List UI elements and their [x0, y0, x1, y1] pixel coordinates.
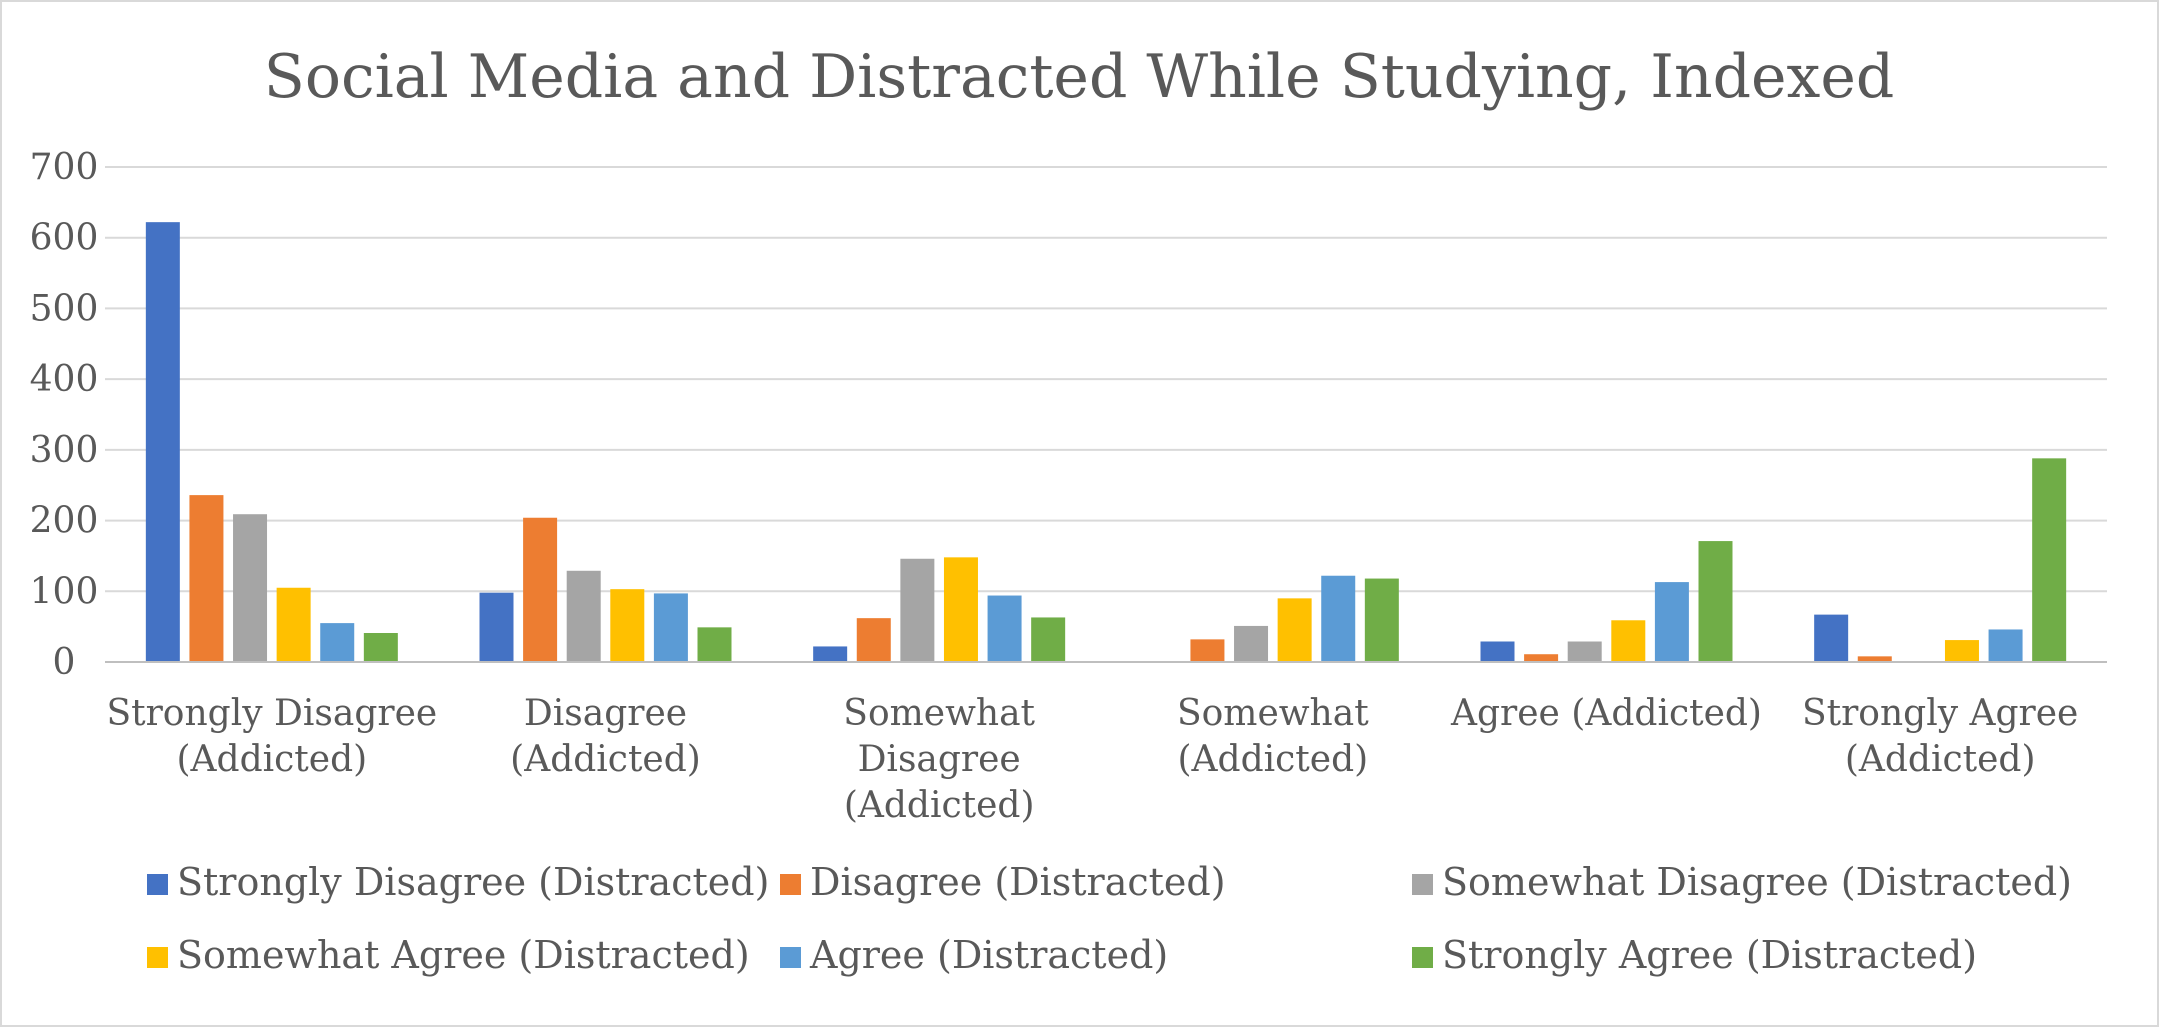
bar-series-1-cat-1 — [523, 518, 557, 662]
bar-series-2-cat-4 — [1568, 641, 1602, 662]
chart-title: Social Media and Distracted While Studyi… — [264, 42, 1895, 112]
x-category-label: (Addicted) — [176, 739, 367, 780]
legend-swatch — [147, 947, 168, 968]
bar-series-0-cat-1 — [480, 593, 514, 662]
legend-swatch — [780, 874, 801, 895]
legend-label: Agree (Distracted) — [809, 933, 1168, 977]
legend-item: Disagree (Distracted) — [780, 860, 1226, 904]
category-labels: Strongly Disagree (Addicted) Disagree (Addi… — [106, 693, 2078, 826]
bar-series-2-cat-2 — [900, 559, 934, 662]
bar-series-5-cat-4 — [1699, 541, 1733, 662]
legend-item: Somewhat Agree (Distracted) — [147, 933, 750, 977]
bar-series-0-cat-0 — [146, 222, 180, 662]
x-category-label: (Addicted) — [1177, 739, 1368, 780]
legend-label: Strongly Agree (Distracted) — [1442, 933, 1977, 977]
x-category-label: Disagree — [858, 739, 1021, 780]
bar-series-5-cat-2 — [1031, 617, 1065, 662]
x-category-label: Disagree — [524, 693, 687, 734]
bar-series-0-cat-4 — [1481, 641, 1515, 662]
bar-series-3-cat-1 — [610, 589, 644, 662]
legend-swatch — [1412, 874, 1433, 895]
y-tick-label: 200 — [30, 501, 99, 542]
bar-series-1-cat-0 — [189, 495, 223, 662]
bar-series-3-cat-5 — [1945, 640, 1979, 662]
legend-label: Somewhat Agree (Distracted) — [177, 933, 750, 977]
bar-series-0-cat-2 — [813, 646, 847, 662]
bar-series-1-cat-3 — [1190, 639, 1224, 662]
bar-series-5-cat-5 — [2032, 458, 2066, 662]
bar-series-3-cat-0 — [277, 588, 311, 662]
x-category-label: (Addicted) — [510, 739, 701, 780]
legend: Strongly Disagree (Distracted) Disagree (… — [147, 860, 2072, 977]
gridlines — [105, 167, 2107, 591]
x-category-label: Somewhat — [843, 693, 1035, 734]
bar-series-3-cat-2 — [944, 557, 978, 662]
bars — [146, 222, 2066, 662]
x-category-label: Strongly Disagree — [106, 693, 437, 734]
legend-label: Strongly Disagree (Distracted) — [177, 860, 769, 904]
bar-series-0-cat-5 — [1814, 615, 1848, 662]
bar-series-4-cat-5 — [1989, 629, 2023, 662]
legend-label: Somewhat Disagree (Distracted) — [1442, 860, 2072, 904]
y-axis-ticks: 0 100 200 300 400 500 600 700 — [30, 147, 99, 683]
legend-swatch — [1412, 947, 1433, 968]
bar-series-1-cat-4 — [1524, 654, 1558, 662]
y-tick-label: 600 — [30, 218, 99, 259]
x-category-label: Strongly Agree — [1802, 693, 2078, 734]
legend-item: Agree (Distracted) — [780, 933, 1168, 977]
bar-series-5-cat-1 — [698, 627, 732, 662]
legend-label: Disagree (Distracted) — [810, 860, 1226, 904]
y-tick-label: 400 — [30, 359, 99, 400]
y-tick-label: 700 — [30, 147, 99, 188]
bar-series-3-cat-4 — [1611, 620, 1645, 662]
y-tick-label: 500 — [30, 288, 99, 329]
bar-series-2-cat-3 — [1234, 626, 1268, 662]
bar-series-3-cat-3 — [1278, 598, 1312, 662]
y-tick-label: 100 — [30, 571, 99, 612]
x-category-label: Somewhat — [1177, 693, 1369, 734]
bar-series-2-cat-0 — [233, 514, 267, 662]
legend-item: Somewhat Disagree (Distracted) — [1412, 860, 2072, 904]
legend-swatch — [780, 947, 801, 968]
bar-series-4-cat-3 — [1321, 576, 1355, 662]
x-category-label: Agree (Addicted) — [1450, 693, 1762, 734]
legend-item: Strongly Disagree (Distracted) — [147, 860, 769, 904]
y-tick-label: 0 — [53, 642, 76, 683]
x-category-label: (Addicted) — [844, 785, 1035, 826]
bar-series-4-cat-1 — [654, 593, 688, 662]
bar-series-1-cat-2 — [857, 618, 891, 662]
x-category-label: (Addicted) — [1845, 739, 2036, 780]
bar-series-2-cat-1 — [567, 571, 601, 662]
legend-item: Strongly Agree (Distracted) — [1412, 933, 1977, 977]
legend-swatch — [147, 874, 168, 895]
bar-series-4-cat-0 — [320, 623, 354, 662]
bar-series-4-cat-4 — [1655, 582, 1689, 662]
bar-series-5-cat-0 — [364, 633, 398, 662]
y-tick-label: 300 — [30, 430, 99, 471]
bar-series-5-cat-3 — [1365, 579, 1399, 662]
bar-series-4-cat-2 — [988, 596, 1022, 662]
